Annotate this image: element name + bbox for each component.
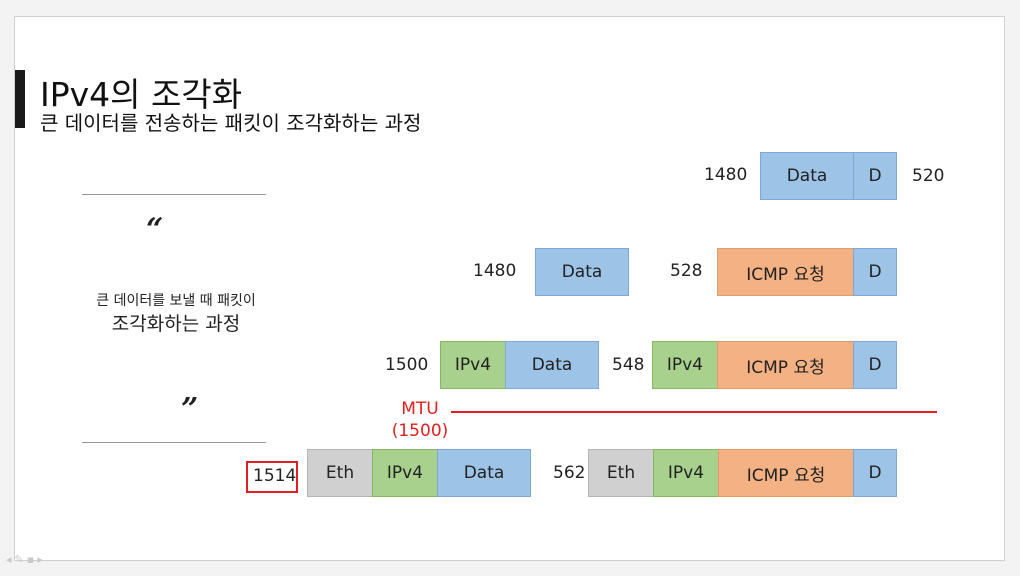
quote-bottom-rule xyxy=(82,442,266,443)
row2-d-box: D xyxy=(853,248,897,296)
mtu-value: (1500) xyxy=(391,421,449,441)
row2-icmp-size: 528 xyxy=(670,261,703,281)
row3-ipv4-size: 1500 xyxy=(385,355,429,375)
row3-icmp-box: ICMP 요청 xyxy=(717,341,854,389)
row4-data-box: Data xyxy=(437,449,531,497)
quote-top-rule xyxy=(82,194,266,195)
row3-icmp-size: 548 xyxy=(612,355,645,375)
row4-eth-box: Eth xyxy=(307,449,373,497)
next-slide-icon[interactable]: ▸ xyxy=(37,553,46,566)
row1-d-box: D xyxy=(853,152,897,200)
row4-eth-size-highlight: 1514 xyxy=(246,461,298,493)
quote-text: 큰 데이터를 보낼 때 패킷이 조각화하는 과정 xyxy=(60,292,292,336)
row1-data-box: Data xyxy=(760,152,854,200)
row3-data-box: Data xyxy=(505,341,599,389)
mtu-line xyxy=(451,411,937,413)
row3-ipv4-box-icmp: IPv4 xyxy=(652,341,718,389)
mtu-label: MTU (1500) xyxy=(380,398,460,442)
row4-eth-size: 1514 xyxy=(253,466,297,486)
row4-d-box: D xyxy=(853,449,897,497)
row1-remainder: 520 xyxy=(912,166,945,186)
quote-close-mark: ” xyxy=(181,392,199,427)
row3-ipv4-box: IPv4 xyxy=(440,341,506,389)
row3-d-box: D xyxy=(853,341,897,389)
quote-line-2: 조각화하는 과정 xyxy=(111,313,241,335)
page-title: IPv4의 조각화 xyxy=(40,75,243,114)
row2-icmp-box: ICMP 요청 xyxy=(717,248,854,296)
row4-ipv4-box-icmp: IPv4 xyxy=(653,449,719,497)
page-subtitle: 큰 데이터를 전송하는 패킷이 조각화하는 과정 xyxy=(40,111,422,135)
row4-eth-box-icmp: Eth xyxy=(588,449,654,497)
row4-icmp-size: 562 xyxy=(553,463,586,483)
slideshow-controls[interactable]: ◂✎▪▸ xyxy=(6,553,46,566)
mtu-label-text: MTU xyxy=(401,399,439,419)
row4-ipv4-box: IPv4 xyxy=(372,449,438,497)
title-accent-bar xyxy=(15,70,25,128)
row4-icmp-box: ICMP 요청 xyxy=(718,449,854,497)
menu-icon[interactable]: ▪ xyxy=(26,553,38,566)
row1-data-size: 1480 xyxy=(704,165,748,185)
row2-data-size: 1480 xyxy=(473,261,517,281)
prev-slide-icon[interactable]: ◂ xyxy=(6,553,15,566)
row2-data-box: Data xyxy=(535,248,629,296)
pen-icon[interactable]: ✎ xyxy=(14,553,27,566)
quote-open-mark: “ xyxy=(146,212,164,247)
quote-line-1: 큰 데이터를 보낼 때 패킷이 xyxy=(96,293,256,309)
